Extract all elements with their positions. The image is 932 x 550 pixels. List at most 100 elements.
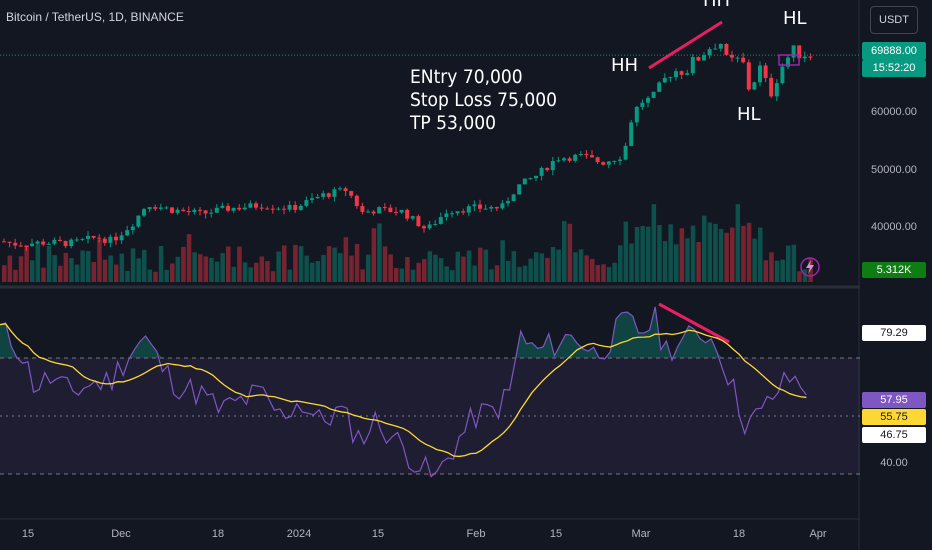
volume-bar: [450, 270, 455, 282]
candle-body: [248, 203, 253, 208]
volume-bar: [293, 244, 298, 282]
volume-bar: [427, 251, 433, 282]
volume-bar: [528, 258, 533, 282]
volume-bar: [511, 251, 517, 282]
candle-body: [63, 240, 68, 247]
time-axis-label: 2024: [287, 528, 311, 540]
candle-body: [422, 226, 426, 229]
volume-bar: [662, 241, 668, 282]
candle-body: [427, 224, 432, 229]
volume-bar: [276, 251, 281, 282]
volume-bar: [388, 254, 393, 282]
volume-bar: [780, 259, 785, 282]
volume-bar: [326, 246, 332, 282]
candle-body: [388, 207, 393, 213]
candle-body: [489, 206, 494, 209]
volume-bar: [136, 258, 141, 282]
time-axis-label: 15: [22, 528, 34, 540]
volume-bar: [483, 249, 489, 282]
candle-body: [573, 154, 578, 161]
volume-bar: [46, 246, 52, 282]
volume-bar: [702, 215, 707, 282]
candle-body: [237, 207, 242, 210]
volume-bar: [534, 252, 539, 282]
candle-body: [86, 235, 90, 239]
volume-bar: [399, 268, 405, 282]
candle-body: [158, 207, 163, 209]
candle-body: [326, 193, 331, 197]
candle-body: [483, 208, 488, 210]
volume-bar: [343, 237, 349, 282]
volume-bar: [707, 222, 713, 282]
candle-body: [562, 158, 566, 161]
volume-bar: [606, 267, 612, 282]
volume-bar: [371, 228, 377, 282]
candle-body: [556, 160, 561, 162]
candle-body: [444, 213, 449, 218]
rsi-line: [0, 306, 807, 478]
candle-body: [730, 54, 734, 58]
candle-body: [69, 239, 74, 247]
volume-bar: [237, 246, 242, 282]
candle-body: [696, 57, 701, 61]
candle-body: [181, 209, 186, 212]
candle-body: [595, 157, 600, 163]
candle-body: [450, 213, 454, 215]
currency-button[interactable]: USDT: [870, 6, 918, 34]
volume-bar: [220, 253, 225, 282]
lightning-icon[interactable]: [800, 257, 820, 277]
volume-bar: [567, 223, 573, 282]
volume-bar: [679, 228, 685, 282]
volume-bar: [724, 232, 729, 282]
volume-bar: [478, 247, 483, 282]
current-price-badge: 69888.00: [862, 42, 926, 60]
volume-bar: [578, 249, 584, 282]
volume-bar: [170, 263, 175, 282]
candle-body: [629, 122, 634, 146]
candle-body: [321, 193, 326, 197]
candle-body: [153, 207, 158, 209]
candle-body: [455, 211, 460, 214]
trade-note-take-profit: TP 53,000: [410, 112, 496, 134]
time-axis-label: 15: [372, 528, 384, 540]
candle-body: [30, 243, 34, 247]
volume-bar: [198, 254, 203, 282]
volume-bar: [556, 249, 561, 282]
candle-body: [657, 82, 662, 92]
candle-body: [130, 226, 135, 231]
candle-body: [646, 97, 650, 103]
candle-body: [791, 45, 796, 58]
volume-bar: [354, 244, 360, 282]
candle-body: [371, 211, 376, 214]
candle-body: [606, 161, 611, 165]
time-axis-label: Feb: [467, 528, 486, 540]
candle-body: [377, 207, 382, 214]
candle-body: [545, 167, 550, 171]
rsi-mid-badge: 46.75: [862, 427, 926, 443]
candle-body: [58, 239, 62, 241]
candle-body: [287, 204, 292, 210]
volume-bar: [287, 269, 293, 282]
volume-bar: [623, 221, 629, 282]
candle-body: [24, 245, 29, 247]
volume-bar: [410, 269, 416, 282]
candle-body: [186, 211, 191, 213]
volume-bar: [30, 260, 35, 282]
candle-body: [310, 198, 314, 201]
candle-body: [774, 83, 779, 97]
candle-body: [97, 237, 102, 239]
candle-body: [102, 238, 107, 243]
volume-bar: [86, 251, 91, 282]
candle-body: [612, 160, 617, 162]
highlight-box: [778, 54, 800, 66]
volume-bar: [310, 262, 315, 282]
candle-body: [198, 209, 202, 211]
volume-badge: 5.312K: [862, 262, 926, 278]
candle-body: [343, 188, 348, 192]
candle-body: [332, 189, 337, 197]
volume-bar: [601, 264, 606, 282]
candle-body: [119, 235, 124, 241]
volume-bar: [2, 265, 7, 282]
